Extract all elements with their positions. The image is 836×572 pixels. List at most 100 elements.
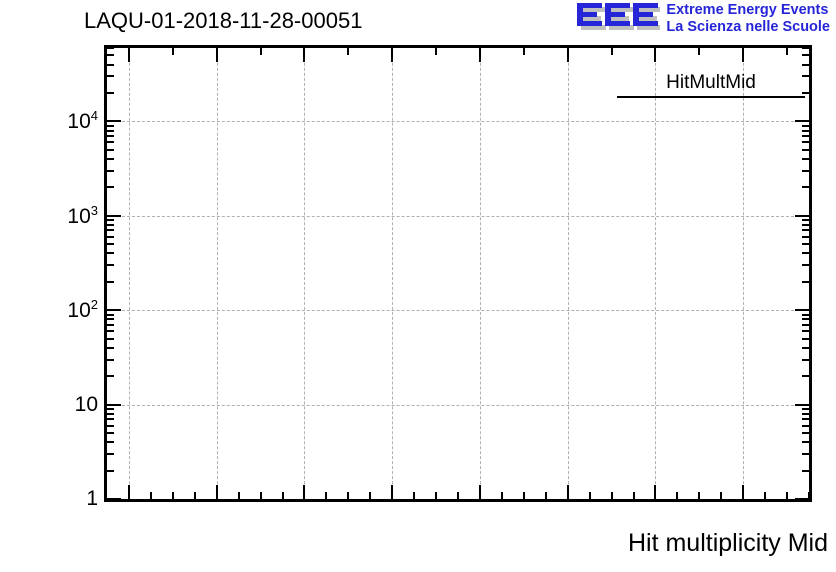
x-axis-minor-tick: [698, 48, 701, 55]
grid-line-vertical: [567, 48, 569, 499]
y-axis-major-tick: [107, 214, 121, 217]
y-axis-minor-tick: [802, 219, 809, 222]
y-axis-tick-label: 10: [74, 392, 98, 416]
x-axis-minor-tick: [632, 492, 635, 499]
y-axis-minor-tick: [107, 229, 114, 232]
x-axis-minor-tick: [325, 492, 328, 499]
y-axis-minor-tick: [107, 235, 114, 238]
grid-line-horizontal: [107, 121, 809, 123]
y-axis-minor-tick: [802, 92, 809, 95]
x-axis-major-tick: [215, 485, 218, 499]
y-axis-minor-tick: [802, 54, 809, 57]
y-axis-minor-tick: [107, 337, 114, 340]
x-axis-minor-tick: [435, 492, 438, 499]
x-axis-minor-tick: [259, 48, 262, 55]
x-axis-minor-tick: [347, 492, 350, 499]
y-axis-minor-tick: [802, 124, 809, 127]
x-axis-major-tick: [566, 485, 569, 499]
x-axis-title: Hit multiplicity Mid: [627, 529, 828, 557]
histogram-curve: [107, 48, 809, 499]
y-axis-minor-tick: [107, 75, 114, 78]
y-axis-minor-tick: [107, 129, 114, 132]
y-axis-minor-tick: [802, 129, 809, 132]
y-axis-major-tick: [795, 403, 809, 406]
y-axis-minor-tick: [107, 412, 114, 415]
y-axis-minor-tick: [107, 441, 114, 444]
x-axis-minor-tick: [193, 492, 196, 499]
plot-frame: [104, 45, 812, 502]
eee-logo-line1: Extreme Energy Events: [666, 2, 829, 18]
y-axis-minor-tick: [802, 432, 809, 435]
y-axis-minor-tick: [802, 48, 809, 49]
y-axis-minor-tick: [802, 469, 809, 472]
y-axis-minor-tick: [802, 229, 809, 232]
y-axis-tick-label: 104: [67, 108, 98, 134]
x-axis-minor-tick: [808, 492, 809, 499]
x-axis-minor-tick: [237, 492, 240, 499]
y-axis-minor-tick: [107, 148, 114, 151]
eee-logo-icon: [577, 3, 663, 30]
y-axis-tick-label: 102: [67, 297, 98, 323]
y-axis-minor-tick: [802, 235, 809, 238]
y-axis-minor-tick: [107, 219, 114, 222]
grid-line-vertical: [655, 48, 657, 499]
y-axis-minor-tick: [802, 318, 809, 321]
y-axis-minor-tick: [107, 63, 114, 66]
x-axis-minor-tick: [610, 48, 613, 55]
y-axis-minor-tick: [802, 441, 809, 444]
y-axis-major-tick: [107, 120, 121, 123]
y-axis-minor-tick: [107, 432, 114, 435]
y-axis-minor-tick: [107, 330, 114, 333]
x-axis-minor-tick: [610, 492, 613, 499]
y-axis-minor-tick: [107, 124, 114, 127]
x-axis-major-tick: [215, 48, 218, 62]
x-axis-minor-tick: [413, 492, 416, 499]
eee-logo-line2: La Scienza nelle Scuole: [666, 18, 830, 35]
y-axis-minor-tick: [107, 243, 114, 246]
y-axis-minor-tick: [107, 407, 114, 410]
y-axis-minor-tick: [107, 54, 114, 57]
eee-logo-text: Extreme Energy Events La Scienza nelle S…: [666, 1, 830, 35]
y-axis-major-tick: [107, 309, 121, 312]
y-axis-minor-tick: [107, 280, 114, 283]
y-axis-minor-tick: [802, 358, 809, 361]
y-axis-minor-tick: [802, 323, 809, 326]
grid-line-vertical: [128, 48, 130, 499]
y-axis-major-tick: [795, 120, 809, 123]
x-axis-major-tick: [303, 485, 306, 499]
x-axis-major-tick: [742, 48, 745, 62]
y-axis-minor-tick: [802, 186, 809, 189]
x-axis-minor-tick: [786, 48, 789, 55]
x-axis-major-tick: [303, 48, 306, 62]
y-axis-minor-tick: [802, 141, 809, 144]
page-title: LAQU-01-2018-11-28-00051: [84, 8, 363, 33]
grid-line-vertical: [392, 48, 394, 499]
x-axis-major-tick: [566, 48, 569, 62]
y-axis-minor-tick: [107, 141, 114, 144]
y-axis-minor-tick: [802, 375, 809, 378]
y-axis-minor-tick: [802, 330, 809, 333]
x-axis-minor-tick: [171, 492, 174, 499]
y-axis-minor-tick: [107, 358, 114, 361]
x-axis-major-tick: [742, 485, 745, 499]
y-axis-minor-tick: [107, 375, 114, 378]
x-axis-minor-tick: [720, 492, 723, 499]
y-axis-minor-tick: [802, 407, 809, 410]
grid-line-vertical: [216, 48, 218, 499]
grid-line-vertical: [304, 48, 306, 499]
y-axis-major-tick: [795, 309, 809, 312]
y-axis-minor-tick: [802, 169, 809, 172]
grid-line-vertical: [479, 48, 481, 499]
y-axis-minor-tick: [107, 346, 114, 349]
plot-area: [107, 48, 809, 499]
x-axis-minor-tick: [347, 48, 350, 55]
y-axis-minor-tick: [802, 418, 809, 421]
y-axis-major-tick: [795, 214, 809, 217]
x-axis-minor-tick: [588, 492, 591, 499]
y-axis-major-tick: [107, 498, 121, 499]
x-axis-minor-tick: [369, 492, 372, 499]
x-axis-minor-tick: [544, 492, 547, 499]
y-axis-minor-tick: [107, 223, 114, 226]
x-axis-minor-tick: [522, 48, 525, 55]
